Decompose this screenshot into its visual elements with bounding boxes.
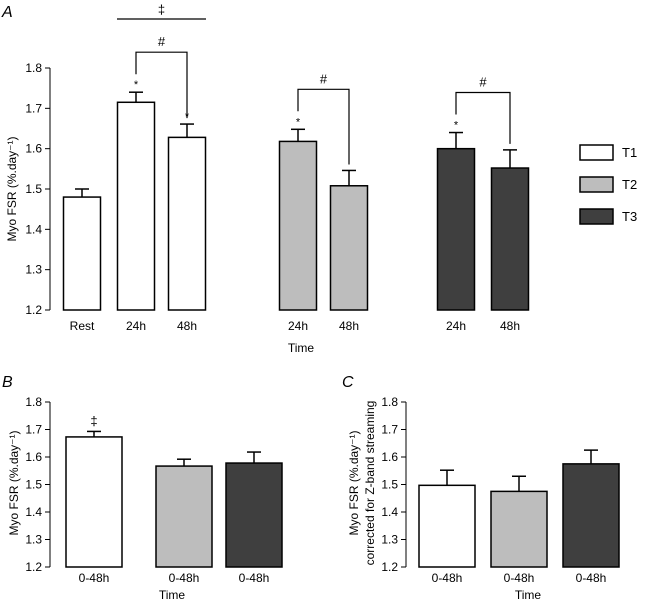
legend-label-t1: T1 xyxy=(622,145,637,160)
panel-a-bar-t2 xyxy=(329,185,369,311)
panel-c-x-tick-label: 0-48h xyxy=(432,571,463,585)
panel-b-chart: 1.2 1.3 1.4 1.5 1.6 1.7 1.8 0-48h ‡ 0-48h 0-48h M… xyxy=(7,395,283,602)
panel-b-x-axis-title: Time xyxy=(159,588,186,602)
panel-b-y-tick-label: 1.2 xyxy=(25,560,42,574)
panel-c-y-tick-label: 1.8 xyxy=(381,395,398,409)
panel-b-y-tick-label: 1.3 xyxy=(25,533,42,547)
panel-c-bar-t3 xyxy=(562,463,620,568)
panel-a-y-axis-title: Myo FSR (%.day⁻¹) xyxy=(5,136,19,241)
panel-a-y-tick-label: 1.2 xyxy=(25,303,42,317)
panel-a-bar-t1 xyxy=(116,101,156,311)
panel-a-significance-symbol: # xyxy=(320,71,328,86)
panel-b-y-tick-label: 1.6 xyxy=(25,450,42,464)
panel-b-x-tick-label: 0-48h xyxy=(239,571,270,585)
panel-b-bar-t3 xyxy=(225,462,283,568)
panel-c-y-tick-label: 1.5 xyxy=(381,478,398,492)
panel-a-y-tick-label: 1.5 xyxy=(25,182,42,196)
panel-a-significance-marker: * xyxy=(134,79,139,91)
panel-a-significance-bracket xyxy=(135,51,188,119)
panel-a-significance-symbol: ‡ xyxy=(158,2,165,17)
panel-a-bar-t1 xyxy=(62,196,102,311)
panel-c-x-tick-label: 0-48h xyxy=(504,571,535,585)
panel-a-x-tick-label: 24h xyxy=(288,319,308,333)
panel-b-y-tick-label: 1.4 xyxy=(25,505,42,519)
panel-a-significance-symbol: # xyxy=(479,75,487,90)
panel-b-y-tick-label: 1.8 xyxy=(25,395,42,409)
panel-c-y-tick-label: 1.2 xyxy=(381,560,398,574)
panel-b-x-tick-label: 0-48h xyxy=(169,571,200,585)
panel-a-x-axis-title: Time xyxy=(288,341,315,355)
panel-a-x-tick-label: 48h xyxy=(500,319,520,333)
panel-c-bar-t1 xyxy=(418,484,476,568)
panel-a-x-tick-label: Rest xyxy=(70,319,95,333)
panel-a-significance-bracket xyxy=(455,91,511,144)
panel-a-significance-marker: * xyxy=(454,120,459,132)
panel-a-y-tick-label: 1.7 xyxy=(25,101,42,115)
panel-b-x-tick-label: 0-48h xyxy=(79,571,110,585)
panel-a-bar-t2 xyxy=(278,140,318,311)
panel-a-chart: 1.2 1.3 1.4 1.5 1.6 1.7 1.8 Rest 24h * 48h * 24h * 48… xyxy=(5,2,530,355)
panel-a-x-tick-label: 24h xyxy=(446,319,466,333)
panel-c-bar-t2 xyxy=(490,490,548,568)
panel-a-significance-symbol: # xyxy=(158,34,166,49)
legend-label-t3: T3 xyxy=(622,209,637,224)
panel-a-y-tick-label: 1.3 xyxy=(25,263,42,277)
panel-c-chart: 1.2 1.3 1.4 1.5 1.6 1.7 1.8 0-48h 0-48h 0-48h My… xyxy=(347,395,620,602)
panel-c-letter: C xyxy=(342,374,354,391)
panel-a-bar-t1 xyxy=(167,136,207,311)
panel-c-x-axis-title: Time xyxy=(515,588,542,602)
panel-a-y-tick-label: 1.6 xyxy=(25,142,42,156)
panel-b-letter: B xyxy=(2,374,13,391)
panel-a-x-tick-label: 48h xyxy=(177,319,197,333)
panel-a-significance-bracket xyxy=(297,88,350,165)
panel-c-y-tick-label: 1.6 xyxy=(381,450,398,464)
panel-a-y-tick-label: 1.8 xyxy=(25,61,42,75)
panel-c-y-tick-label: 1.3 xyxy=(381,533,398,547)
panel-a-bar-t3 xyxy=(490,167,530,311)
legend: T1 T2 T3 xyxy=(579,144,637,225)
panel-a-x-tick-label: 48h xyxy=(339,319,359,333)
panel-a-significance-marker: * xyxy=(296,116,301,128)
panel-a-x-tick-label: 24h xyxy=(126,319,146,333)
panel-c-y-tick-label: 1.4 xyxy=(381,505,398,519)
panel-c-y-axis-title-line2: corrected for Z-band streaming xyxy=(363,401,377,566)
panel-c-y-tick-label: 1.7 xyxy=(381,423,398,437)
panel-a-bar-t3 xyxy=(436,147,476,311)
panel-b-y-tick-label: 1.5 xyxy=(25,478,42,492)
legend-swatch-t3 xyxy=(579,208,614,225)
legend-label-t2: T2 xyxy=(622,177,637,192)
legend-swatch-t2 xyxy=(579,176,614,193)
panel-b-y-tick-label: 1.7 xyxy=(25,423,42,437)
panel-c-y-axis-title: Myo FSR (%.day⁻¹) xyxy=(347,430,361,535)
legend-swatch-t1 xyxy=(579,144,614,161)
panel-a-letter: A xyxy=(1,4,13,21)
panel-b-y-axis-title: Myo FSR (%.day⁻¹) xyxy=(7,430,21,535)
panel-b-significance-marker: ‡ xyxy=(90,413,97,428)
panel-b-bar-t2 xyxy=(155,465,213,568)
panel-c-x-tick-label: 0-48h xyxy=(576,571,607,585)
panel-a-y-tick-label: 1.4 xyxy=(25,222,42,236)
panel-b-bar-t1 xyxy=(65,436,123,568)
